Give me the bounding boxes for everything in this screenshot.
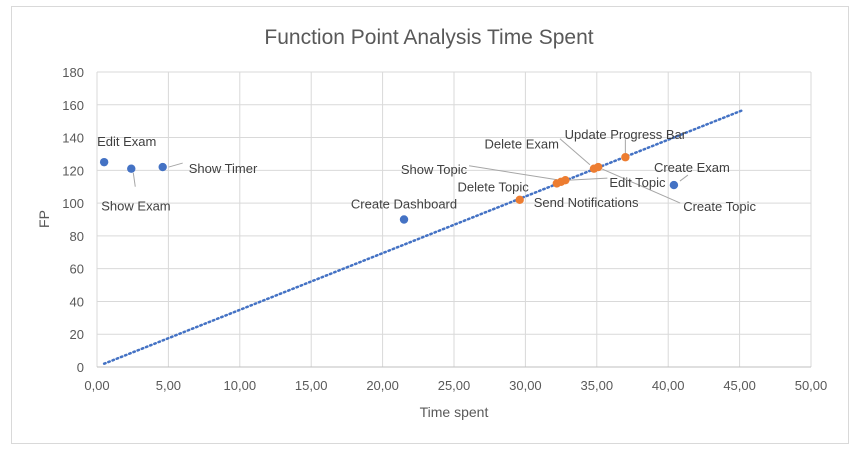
- leader-line: [569, 177, 608, 181]
- label-leader-lines: [132, 138, 689, 204]
- data-label: Edit Exam: [97, 134, 156, 149]
- data-point: [127, 164, 136, 173]
- leader-line: [679, 174, 689, 182]
- x-tick-label: 20,00: [366, 378, 399, 393]
- data-point: [621, 153, 630, 162]
- y-tick-label: 0: [77, 360, 84, 375]
- gridlines: [96, 71, 812, 368]
- x-tick-label: 35,00: [581, 378, 614, 393]
- x-tick-label: 30,00: [509, 378, 542, 393]
- data-point: [669, 180, 679, 190]
- data-point: [515, 195, 524, 205]
- data-label: Delete Topic: [458, 179, 530, 194]
- data-label: Create Exam: [654, 160, 730, 175]
- x-tick-label: 40,00: [652, 378, 685, 393]
- data-label: Update Progress Bar: [565, 127, 687, 142]
- data-label: Show Topic: [401, 162, 468, 177]
- leader-line: [602, 168, 681, 204]
- data-label: Create Dashboard: [351, 197, 457, 212]
- x-tick-label: 0,00: [84, 378, 109, 393]
- data-point: [399, 215, 409, 224]
- leader-line: [469, 165, 558, 181]
- leader-line: [132, 172, 136, 187]
- data-label: Create Topic: [683, 199, 756, 214]
- x-axis-title: Time spent: [420, 404, 489, 420]
- x-tick-label: 25,00: [438, 378, 471, 393]
- y-tick-label: 140: [62, 131, 84, 146]
- y-tick-label: 20: [70, 327, 84, 342]
- chart-frame: [11, 6, 849, 444]
- trendline-group: [102, 108, 746, 365]
- data-points: [99, 153, 679, 224]
- data-point: [594, 162, 603, 172]
- y-axis-title: FP: [36, 210, 52, 228]
- data-label: Show Timer: [189, 161, 258, 176]
- leader-line: [168, 162, 183, 168]
- data-label: Delete Exam: [485, 137, 559, 152]
- y-tick-label: 60: [70, 262, 84, 277]
- leader-line: [559, 138, 591, 166]
- y-tick-label: 100: [62, 196, 84, 211]
- x-tick-label: 10,00: [224, 378, 257, 393]
- x-axis-ticks: 0,00 5,00 10,00 15,00 20,00 25,00 30,00 35,00 40…: [84, 378, 827, 393]
- x-tick-label: 45,00: [723, 378, 756, 393]
- x-tick-label: 15,00: [295, 378, 328, 393]
- data-label: Show Exam: [101, 199, 170, 214]
- data-point: [99, 157, 109, 167]
- data-point: [561, 175, 570, 185]
- y-tick-label: 80: [70, 229, 84, 244]
- x-tick-label: 5,00: [156, 378, 181, 393]
- y-tick-label: 40: [70, 294, 84, 309]
- data-label: Edit Topic: [609, 175, 666, 190]
- data-label: Send Notifications: [534, 195, 639, 210]
- y-axis-ticks: 0 20 40 60 80 100 120 140 160 180: [62, 65, 84, 375]
- data-point: [158, 162, 167, 172]
- y-tick-label: 120: [62, 163, 84, 178]
- chart-title: Function Point Analysis Time Spent: [264, 26, 593, 49]
- y-tick-label: 180: [62, 65, 84, 80]
- data-labels: Edit Exam Show Exam Show Timer Create Dashb…: [97, 127, 756, 214]
- trendline: [102, 108, 746, 365]
- y-tick-label: 160: [62, 98, 84, 113]
- x-tick-label: 50,00: [795, 378, 828, 393]
